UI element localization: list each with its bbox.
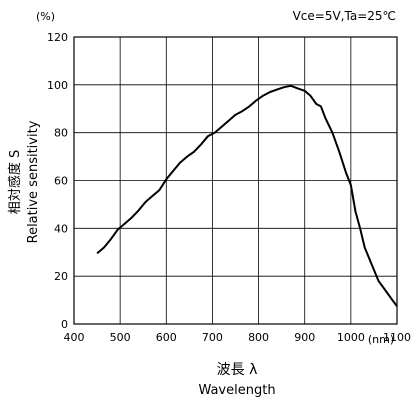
y-tick-label: 120 [47,31,68,44]
sensitivity-curve [96,84,398,307]
x-tick-label: 700 [202,331,223,344]
x-tick-label: 500 [110,331,131,344]
x-tick-label: 600 [156,331,177,344]
y-tick-label: 0 [61,318,68,331]
axis-ticks: 400 500 600 700 800 900 1000 1100 0 20 40 60 80 100 12… [47,31,411,344]
x-tick-label: 900 [294,331,315,344]
condition-label: Vce=5V,Ta=25℃ [293,9,396,23]
x-tick-label: 1000 [337,331,365,344]
x-tick-label: 400 [64,331,85,344]
y-unit-label: (%) [36,10,55,23]
grid [74,37,397,324]
y-axis-title-en: Relative sensitivity [26,120,41,243]
y-tick-label: 20 [54,270,68,283]
y-axis-title-jp: 相対感度 S [7,150,23,214]
x-unit-label: (nm) [368,333,394,346]
y-tick-label: 80 [54,127,68,140]
plot-frame [73,36,398,325]
x-tick-label: 1100 [383,331,411,344]
x-axis-title-jp: 波長 λ [217,362,258,378]
y-tick-label: 100 [47,79,68,92]
y-tick-label: 40 [54,222,68,235]
x-tick-label: 800 [248,331,269,344]
x-axis-title-en: Wavelength [198,383,275,398]
y-tick-label: 60 [54,175,68,188]
